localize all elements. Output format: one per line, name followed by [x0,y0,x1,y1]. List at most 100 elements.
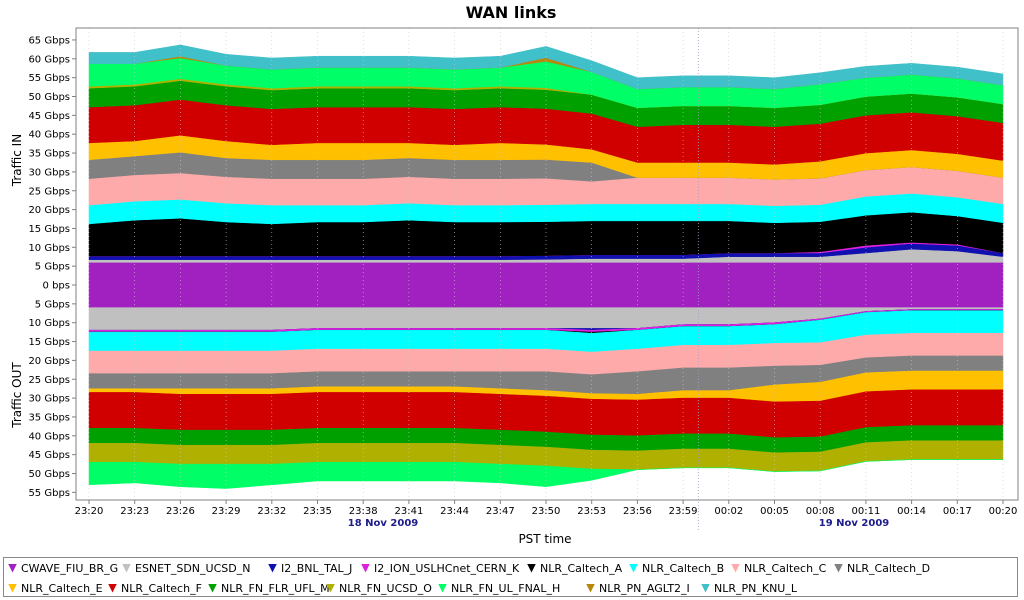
legend-swatch [701,583,710,593]
x-tick-label: 23:59 [669,506,698,517]
legend-item-i2-ion-uslhcnet-cern-k: I2_ION_USLHCnet_CERN_K [361,561,519,575]
legend-label: NLR_PN_AGLT2_I [599,581,690,595]
y-tick-label: 5 Gbps [35,262,70,273]
date-label-day2: 19 Nov 2009 [819,518,890,529]
y-tick-label: 10 Gbps [28,318,70,329]
legend-swatch [326,583,335,593]
x-tick-label: 23:53 [577,506,606,517]
y-tick-label: 35 Gbps [28,412,70,423]
x-axis-label: PST time [518,532,571,546]
legend-label: NLR_FN_FLR_UFL_M [221,581,330,595]
x-tick-label: 23:41 [394,506,423,517]
legend-swatch [527,563,536,573]
y-tick-label: 15 Gbps [28,337,70,348]
legend-item-nlr-caltech-f: NLR_Caltech_F [108,581,202,595]
legend-label: I2_BNL_TAL_J [281,561,353,575]
x-tick-label: 23:35 [303,506,332,517]
legend-label: NLR_Caltech_C [744,561,827,575]
x-tick-label: 00:02 [714,506,743,517]
y-tick-label: 25 Gbps [28,186,70,197]
y-axis-label-out: Traffic OUT [10,362,24,429]
legend-label: NLR_Caltech_A [540,561,623,575]
y-tick-label: 40 Gbps [28,130,70,141]
plot-border [75,27,1019,501]
y-tick-label-zero: 0 bps [43,281,70,292]
x-tick-label: 00:05 [760,506,789,517]
legend-swatch [629,563,638,573]
out-area-nlr-fn-ul-fnal-h [88,459,1003,489]
legend-label: NLR_FN_UL_FNAL_H [451,581,561,595]
legend-swatch [731,563,740,573]
legend-swatch [268,563,277,573]
legend-swatch [586,583,595,593]
legend-swatch [8,583,17,593]
y-tick-label: 20 Gbps [28,205,70,216]
x-tick-label: 00:17 [943,506,972,517]
y-tick-label: 50 Gbps [28,92,70,103]
chart-legend: CWAVE_FIU_BR_G ESNET_SDN_UCSD_N I2_BNL_TAL… [3,557,1018,597]
y-tick-label: 45 Gbps [28,450,70,461]
legend-item-nlr-caltech-d: NLR_Caltech_D [834,561,930,575]
x-tick-label: 00:08 [806,506,835,517]
legend-swatch [122,563,131,573]
legend-item-nlr-fn-flr-ufl-m: NLR_FN_FLR_UFL_M [208,581,330,595]
legend-item-nlr-fn-ucsd-o: NLR_FN_UCSD_O [326,581,432,595]
legend-swatch [8,563,17,573]
y-tick-label: 5 Gbps [35,299,70,310]
legend-label: ESNET_SDN_UCSD_N [135,561,251,575]
y-tick-label: 35 Gbps [28,149,70,160]
y-tick-label: 10 Gbps [28,243,70,254]
x-tick-label: 23:38 [349,506,378,517]
y-tick-label: 65 Gbps [28,35,70,46]
legend-label: NLR_FN_UCSD_O [339,581,432,595]
y-tick-label: 55 Gbps [28,488,70,499]
y-tick-label: 60 Gbps [28,54,70,65]
legend-swatch [361,563,370,573]
x-tick-label: 23:29 [212,506,241,517]
legend-swatch [108,583,117,593]
x-tick-label: 23:26 [166,506,195,517]
x-tick-label: 00:11 [851,506,880,517]
legend-item-nlr-pn-knu-l: NLR_PN_KNU_L [701,581,797,595]
x-tick-label: 23:47 [486,506,515,517]
date-label-day1: 18 Nov 2009 [348,518,419,529]
y-tick-label: 40 Gbps [28,431,70,442]
chart-title: WAN links [466,3,557,22]
y-axis-label-in: Traffic IN [10,134,24,187]
x-tick-label: 00:14 [897,506,926,517]
legend-label: NLR_Caltech_E [21,581,103,595]
x-tick-label: 23:32 [257,506,286,517]
y-tick-label: 25 Gbps [28,375,70,386]
legend-item-nlr-caltech-e: NLR_Caltech_E [8,581,103,595]
legend-swatch [438,583,447,593]
legend-label: NLR_Caltech_B [642,561,725,575]
y-tick-label: 45 Gbps [28,111,70,122]
legend-swatch [208,583,217,593]
legend-label: CWAVE_FIU_BR_G [21,561,119,575]
x-tick-label: 00:20 [989,506,1018,517]
y-tick-label: 50 Gbps [28,469,70,480]
legend-item-cwave-fiu-br-g: CWAVE_FIU_BR_G [8,561,118,575]
x-tick-label: 23:56 [623,506,652,517]
x-tick-label: 23:44 [440,506,469,517]
legend-label: NLR_PN_KNU_L [714,581,797,595]
legend-item-nlr-caltech-b: NLR_Caltech_B [629,561,724,575]
legend-item-nlr-fn-ul-fnal-h: NLR_FN_UL_FNAL_H [438,581,560,595]
legend-item-nlr-caltech-a: NLR_Caltech_A [527,561,622,575]
legend-item-i2-bnl-tal-j: I2_BNL_TAL_J [268,561,352,575]
x-tick-label: 23:20 [75,506,104,517]
y-tick-label: 20 Gbps [28,356,70,367]
x-tick-label: 23:50 [532,506,561,517]
legend-item-nlr-caltech-c: NLR_Caltech_C [731,561,826,575]
y-tick-label: 15 Gbps [28,224,70,235]
x-tick-label: 23:23 [120,506,149,517]
chart-canvas: WAN links Traffic IN Traffic OUT PST tim… [10,3,1019,546]
legend-label: NLR_Caltech_D [847,561,931,575]
legend-swatch [834,563,843,573]
legend-item-esnet-sdn-ucsd-n: ESNET_SDN_UCSD_N [122,561,250,575]
in-area-cwave-fiu-br-g [88,262,1004,286]
y-tick-label: 30 Gbps [28,394,70,405]
legend-item-nlr-pn-aglt2-i: NLR_PN_AGLT2_I [586,581,690,595]
y-tick-label: 55 Gbps [28,73,70,84]
legend-label: NLR_Caltech_F [121,581,202,595]
